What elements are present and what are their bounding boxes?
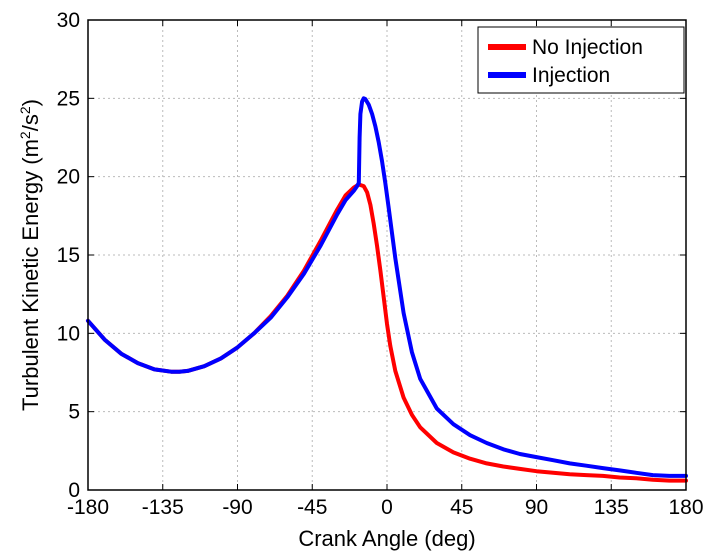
y-axis-label-sup1: 2 bbox=[17, 131, 33, 139]
legend-label-no-injection: No Injection bbox=[532, 36, 643, 59]
y-tick-label: 15 bbox=[57, 244, 80, 267]
tick-marks bbox=[87, 19, 687, 491]
y-axis-label-prefix: Turbulent Kinetic Energy (m bbox=[18, 139, 43, 411]
x-tick-label: 135 bbox=[594, 496, 629, 519]
x-axis-label: Crank Angle (deg) bbox=[298, 526, 475, 551]
x-tick-label: 0 bbox=[381, 496, 393, 519]
grid-lines bbox=[88, 20, 686, 490]
y-axis-label-mid: /s bbox=[18, 114, 43, 131]
y-axis-label-suffix: ) bbox=[18, 99, 43, 106]
y-tick-label: 0 bbox=[68, 479, 80, 502]
y-tick-label: 30 bbox=[57, 9, 80, 32]
x-tick-label: -90 bbox=[222, 496, 252, 519]
legend-label-injection: Injection bbox=[532, 64, 610, 87]
x-tick-label: -135 bbox=[142, 496, 184, 519]
series-line-injection bbox=[86, 96, 688, 478]
y-tick-label: 20 bbox=[57, 166, 80, 189]
y-tick-label: 10 bbox=[57, 322, 80, 345]
x-tick-label: 90 bbox=[525, 496, 548, 519]
x-tick-label: -45 bbox=[297, 496, 327, 519]
x-tick-labels: -180 -135 -90 -45 0 45 90 135 180 bbox=[67, 496, 704, 519]
y-tick-label: 5 bbox=[68, 401, 80, 424]
y-axis-label: Turbulent Kinetic Energy (m2/s2) bbox=[17, 99, 43, 411]
legend-box bbox=[477, 26, 685, 94]
x-tick-label: -180 bbox=[67, 496, 109, 519]
y-tick-label: 25 bbox=[57, 87, 80, 110]
series-layer bbox=[86, 96, 688, 483]
y-tick-labels: 0 5 10 15 20 25 30 bbox=[57, 9, 80, 502]
x-tick-label: 180 bbox=[668, 496, 703, 519]
legend: No Injection Injection bbox=[477, 26, 685, 94]
y-axis-label-sup2: 2 bbox=[17, 106, 33, 114]
x-tick-label: 45 bbox=[450, 496, 473, 519]
